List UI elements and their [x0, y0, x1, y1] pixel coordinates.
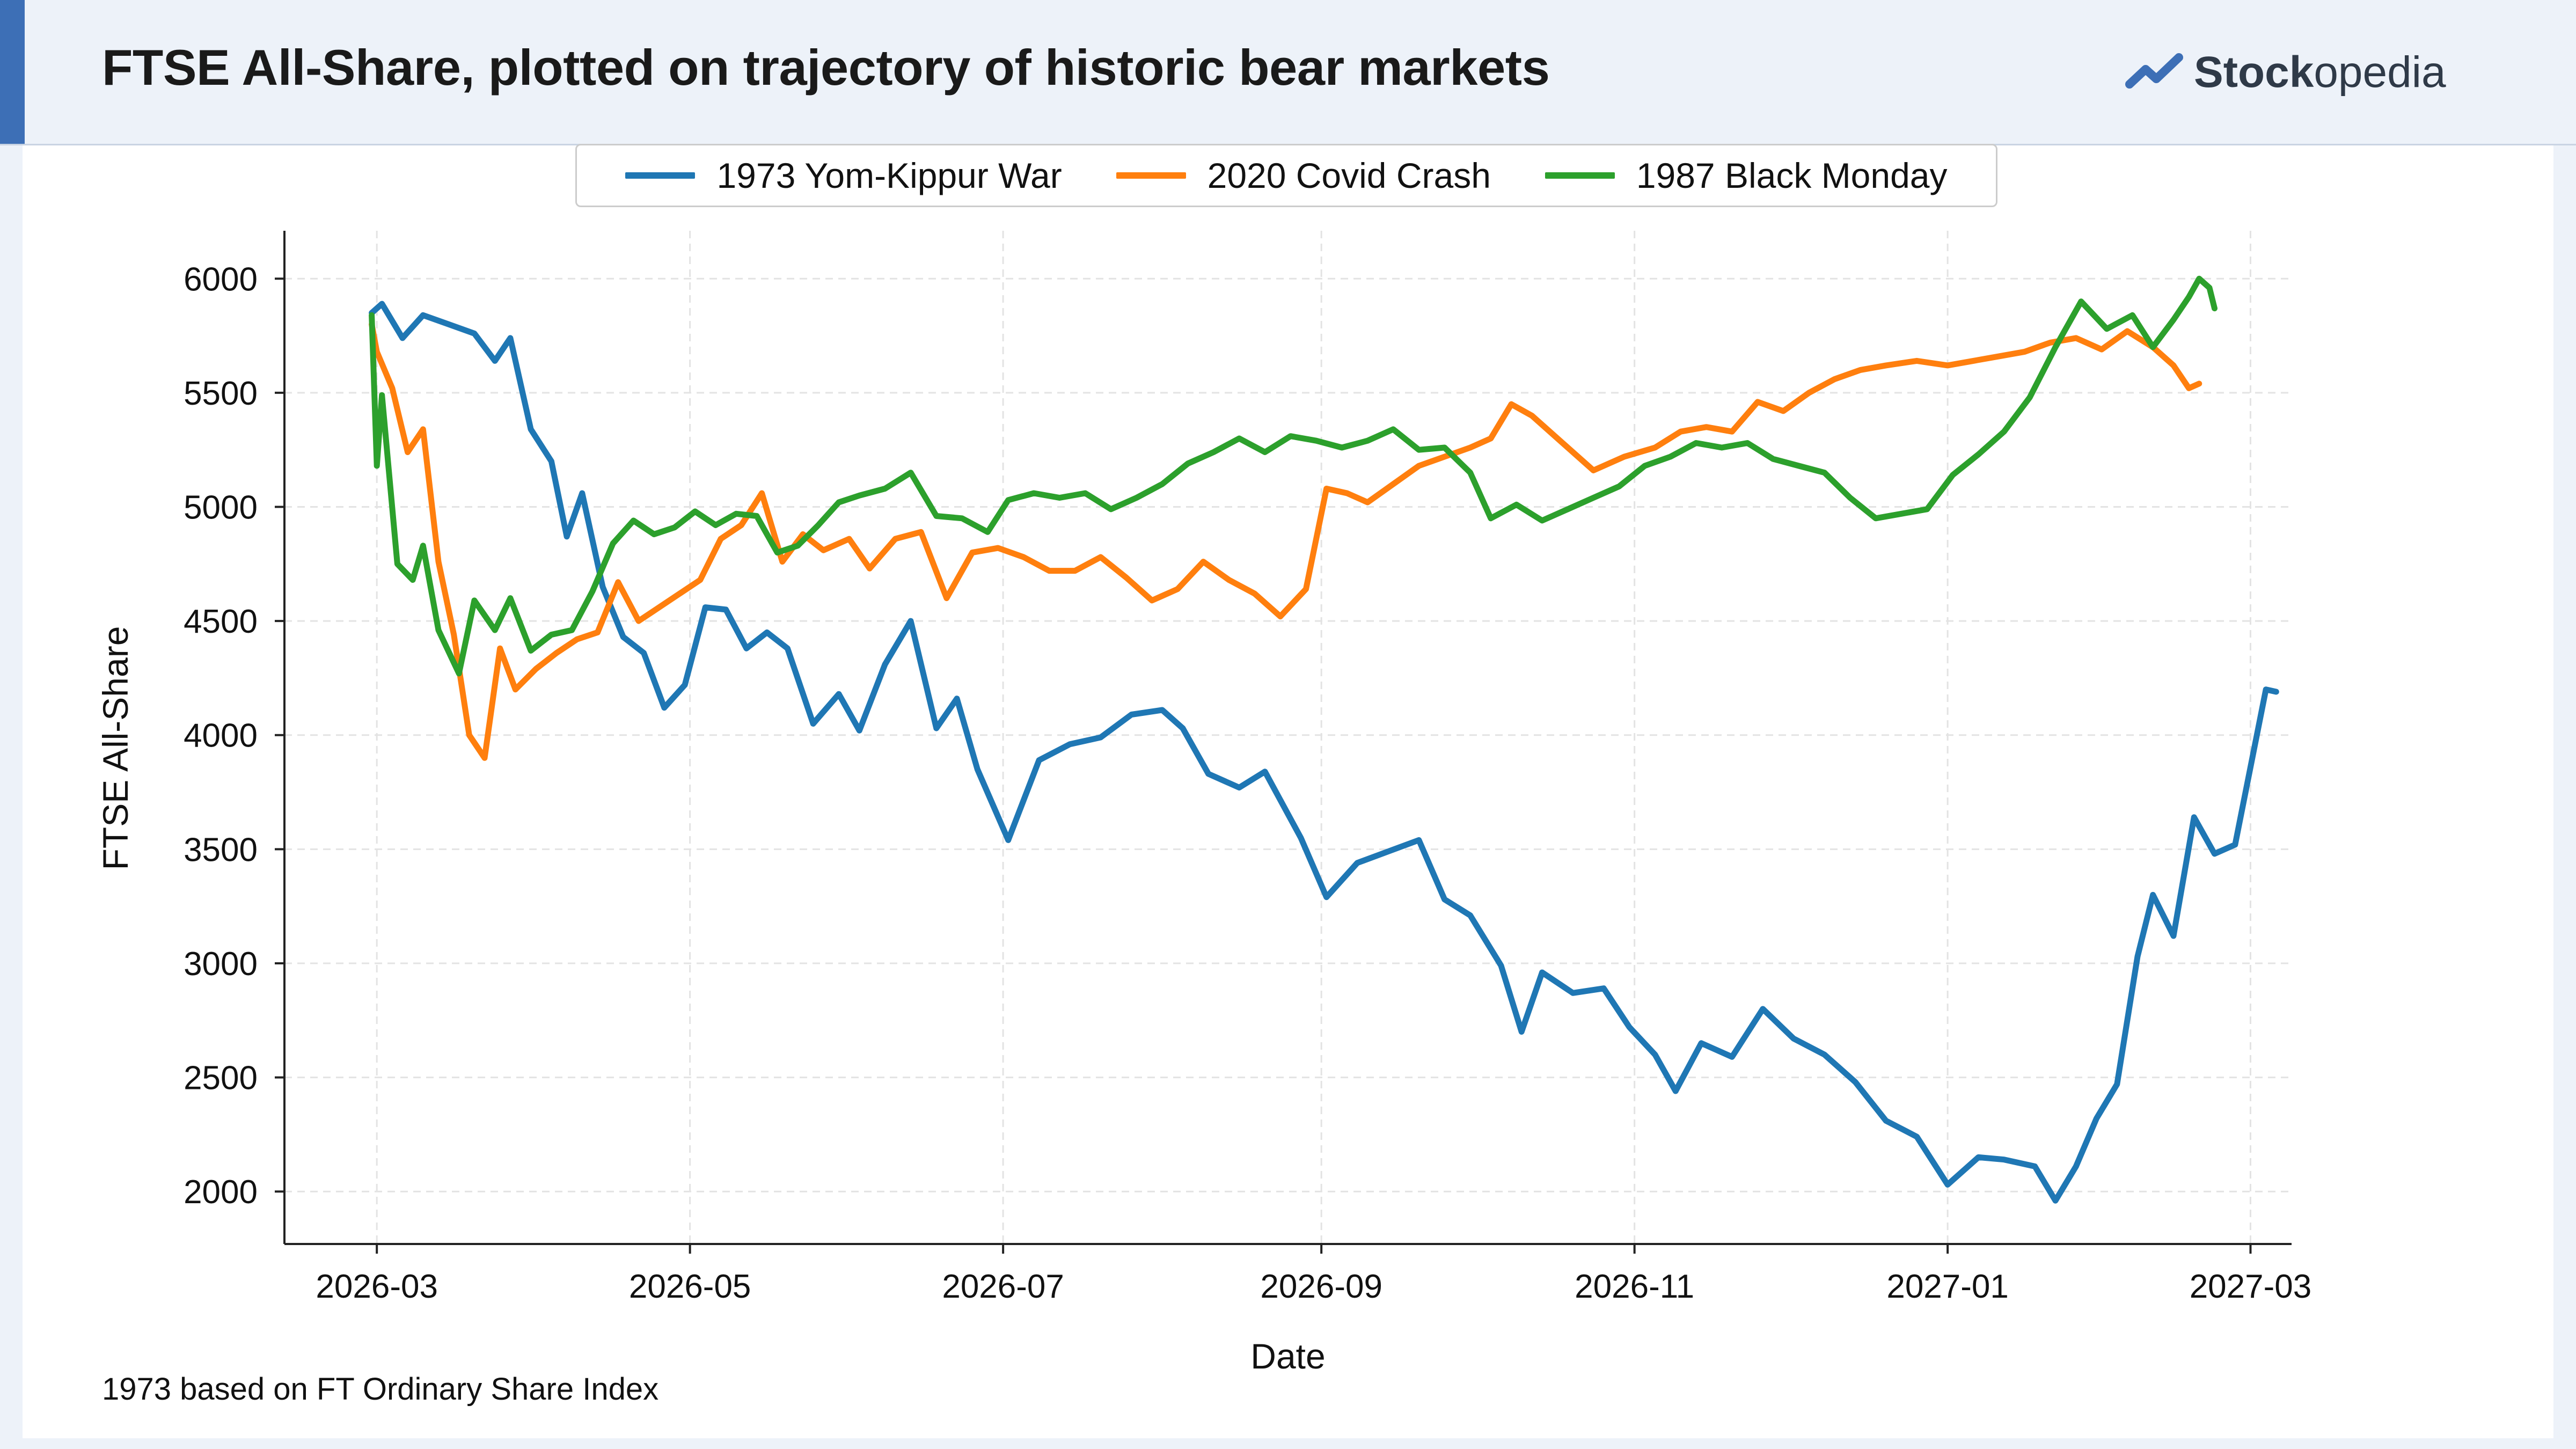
chart-trend-icon [2125, 53, 2183, 89]
legend-swatch-2020 [1116, 172, 1186, 179]
y-tick-label: 4500 [184, 603, 258, 640]
x-tick-label: 2026-03 [316, 1268, 438, 1305]
series-line-1987 [369, 275, 2218, 677]
legend-label-1973: 1973 Yom-Kippur War [716, 156, 1062, 195]
legend-swatch-1987 [1545, 172, 1615, 179]
y-tick-label: 2500 [184, 1060, 258, 1097]
x-tick-label: 2027-01 [1886, 1268, 2009, 1305]
grid-lines [284, 231, 2292, 1244]
legend: 1973 Yom-Kippur War 2020 Covid Crash 198… [575, 144, 1997, 207]
series-line-2020 [369, 321, 2202, 761]
legend-label-1987: 1987 Black Monday [1636, 156, 1948, 195]
x-tick-label: 2026-09 [1260, 1268, 1382, 1305]
legend-label-2020: 2020 Covid Crash [1207, 156, 1491, 195]
series-group [369, 275, 2279, 1204]
y-axis-label: FTSE All-Share [96, 626, 135, 870]
brand-logo: Stockopedia [2125, 43, 2446, 102]
y-tick-label: 3000 [184, 946, 258, 983]
y-tick-label: 5000 [184, 489, 258, 526]
x-tick-label: 2026-11 [1575, 1268, 1694, 1305]
y-tick-label: 4000 [184, 718, 258, 755]
legend-item-2020[interactable]: 2020 Covid Crash [1116, 155, 1491, 196]
y-tick-label: 2000 [184, 1174, 258, 1211]
right-border [2553, 144, 2576, 1449]
y-tick-label: 6000 [184, 261, 258, 298]
x-tick-label: 2027-03 [2190, 1268, 2312, 1305]
bottom-border [0, 1438, 2576, 1449]
legend-item-1973[interactable]: 1973 Yom-Kippur War [625, 155, 1062, 196]
left-border [0, 144, 23, 1449]
x-tick-label: 2026-05 [629, 1268, 751, 1305]
legend-swatch-1973 [625, 172, 696, 179]
axes: 2000 2500 3000 3500 4000 4500 5000 5500 6000 2026… [184, 231, 2311, 1305]
page-title: FTSE All-Share, plotted on trajectory of… [102, 39, 1550, 96]
brand-name: Stockopedia [2194, 48, 2446, 97]
y-tick-label: 3500 [184, 831, 258, 868]
series-line-1973 [369, 301, 2279, 1204]
legend-item-1987[interactable]: 1987 Black Monday [1545, 155, 1948, 196]
x-axis-label: Date [1250, 1336, 1325, 1376]
x-tick-label: 2026-07 [942, 1268, 1064, 1305]
footnote: 1973 based on FT Ordinary Share Index [102, 1372, 659, 1407]
y-tick-label: 5500 [184, 375, 258, 412]
accent-bar [0, 0, 25, 144]
